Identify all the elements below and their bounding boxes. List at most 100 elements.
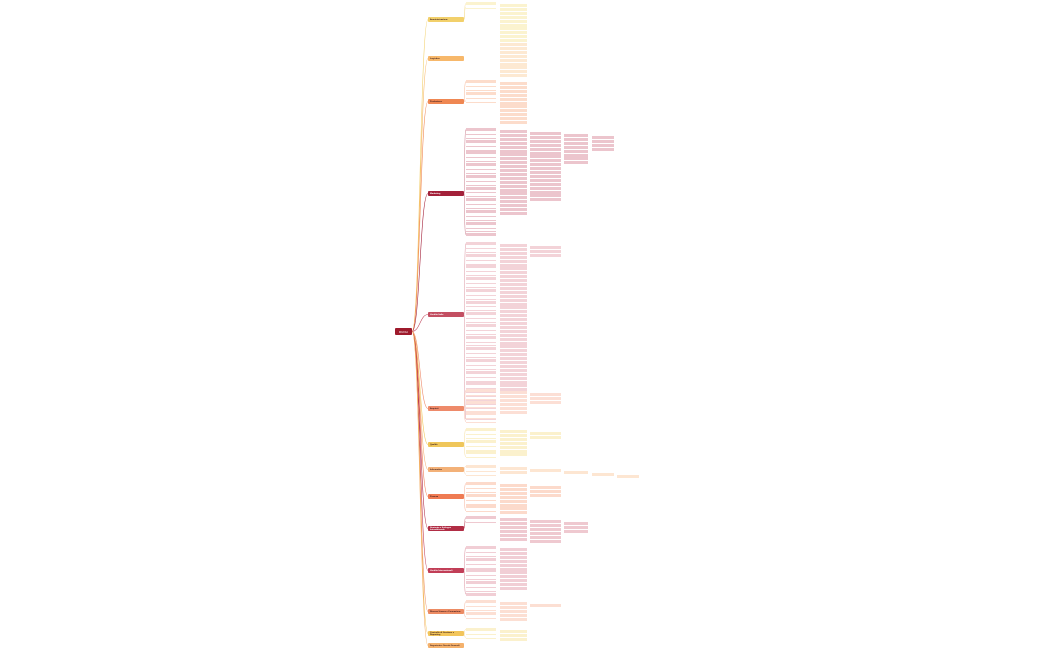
leaf-node[interactable]: [500, 445, 527, 449]
leaf-node[interactable]: [466, 382, 496, 386]
leaf-node[interactable]: [466, 300, 496, 304]
leaf-node[interactable]: [500, 484, 527, 487]
leaf-node[interactable]: [500, 437, 527, 441]
leaf-node[interactable]: [500, 559, 527, 563]
leaf-node[interactable]: [500, 169, 527, 172]
leaf-node[interactable]: [530, 253, 561, 257]
leaf-node[interactable]: [466, 221, 496, 225]
leaf-node[interactable]: [466, 404, 496, 408]
leaf-node[interactable]: [500, 133, 527, 137]
leaf-node[interactable]: [500, 406, 527, 410]
leaf-node[interactable]: [530, 194, 561, 198]
leaf-node[interactable]: [466, 392, 496, 396]
leaf-node[interactable]: [500, 19, 527, 23]
leaf-node[interactable]: [466, 202, 496, 206]
leaf-node[interactable]: [530, 489, 561, 493]
leaf-node[interactable]: [500, 208, 527, 211]
leaf-node[interactable]: [466, 362, 496, 366]
leaf-node[interactable]: [466, 347, 496, 351]
leaf-node[interactable]: [500, 613, 527, 617]
leaf-node[interactable]: [500, 302, 527, 306]
leaf-node[interactable]: [466, 225, 496, 229]
leaf-node[interactable]: [500, 101, 527, 105]
leaf-node[interactable]: [500, 605, 527, 609]
leaf-node[interactable]: [500, 105, 527, 109]
leaf-node[interactable]: [466, 80, 496, 83]
leaf-node[interactable]: [466, 592, 496, 596]
leaf-node[interactable]: [500, 161, 527, 165]
leaf-node[interactable]: [466, 611, 496, 615]
leaf-node[interactable]: [530, 163, 561, 167]
leaf-node[interactable]: [466, 455, 496, 459]
leaf-node[interactable]: [500, 349, 527, 353]
leaf-node[interactable]: [466, 351, 496, 355]
leaf-node[interactable]: [466, 257, 496, 261]
leaf-node[interactable]: [466, 443, 496, 447]
leaf-node[interactable]: [530, 469, 561, 472]
leaf-node[interactable]: [466, 505, 496, 509]
leaf-node[interactable]: [500, 117, 527, 121]
leaf-node[interactable]: [530, 531, 561, 535]
leaf-node[interactable]: [500, 361, 527, 364]
leaf-node[interactable]: [530, 520, 561, 523]
leaf-node[interactable]: [500, 537, 527, 541]
leaf-node[interactable]: [500, 58, 527, 62]
leaf-node[interactable]: [500, 402, 527, 406]
leaf-node[interactable]: [466, 472, 496, 476]
leaf-node[interactable]: [466, 615, 496, 619]
leaf-node[interactable]: [530, 186, 561, 190]
leaf-node[interactable]: [500, 283, 527, 286]
leaf-node[interactable]: [500, 244, 527, 247]
leaf-node[interactable]: [500, 449, 527, 453]
leaf-node[interactable]: [466, 209, 496, 213]
leaf-node[interactable]: [500, 204, 527, 208]
leaf-node[interactable]: [466, 242, 496, 245]
leaf-node[interactable]: [530, 198, 561, 202]
leaf-node[interactable]: [500, 89, 527, 93]
leaf-node[interactable]: [466, 468, 496, 472]
leaf-node[interactable]: [466, 501, 496, 505]
leaf-node[interactable]: [500, 467, 527, 470]
leaf-node[interactable]: [500, 85, 527, 89]
leaf-node[interactable]: [500, 97, 527, 101]
leaf-node[interactable]: [500, 372, 527, 376]
leaf-node[interactable]: [466, 206, 496, 209]
leaf-node[interactable]: [500, 511, 527, 515]
leaf-node[interactable]: [500, 388, 527, 392]
leaf-node[interactable]: [466, 370, 496, 374]
leaf-node[interactable]: [500, 121, 527, 124]
leaf-node[interactable]: [466, 87, 496, 91]
leaf-node[interactable]: [530, 527, 561, 531]
leaf-node[interactable]: [500, 82, 527, 85]
leaf-node[interactable]: [530, 535, 561, 539]
leaf-node[interactable]: [466, 83, 496, 87]
leaf-node[interactable]: [564, 157, 588, 161]
leaf-node[interactable]: [530, 132, 561, 135]
leaf-node[interactable]: [466, 374, 496, 378]
leaf-node[interactable]: [500, 263, 527, 267]
leaf-node[interactable]: [466, 359, 496, 362]
leaf-node[interactable]: [500, 286, 527, 290]
leaf-node[interactable]: [466, 95, 496, 99]
leaf-node[interactable]: [530, 246, 561, 249]
branch-node[interactable]: Produzione: [428, 99, 464, 104]
leaf-node[interactable]: [530, 147, 561, 151]
leaf-node[interactable]: [466, 331, 496, 335]
leaf-node[interactable]: [500, 27, 527, 31]
root-node[interactable]: RUOLI: [395, 328, 412, 335]
leaf-node[interactable]: [500, 70, 527, 74]
leaf-node[interactable]: [500, 318, 527, 322]
leaf-node[interactable]: [466, 135, 496, 139]
leaf-node[interactable]: [564, 522, 588, 525]
leaf-node[interactable]: [530, 135, 561, 139]
branch-node[interactable]: Acquisti: [428, 406, 464, 411]
leaf-node[interactable]: [466, 327, 496, 331]
leaf-node[interactable]: [530, 182, 561, 186]
leaf-node[interactable]: [500, 109, 527, 113]
leaf-node[interactable]: [500, 46, 527, 50]
branch-node[interactable]: Marketing: [428, 191, 464, 196]
branch-node[interactable]: Segreteria e Servizi Generali: [428, 643, 464, 648]
leaf-node[interactable]: [466, 497, 496, 501]
leaf-node[interactable]: [466, 143, 496, 147]
leaf-node[interactable]: [530, 539, 561, 543]
